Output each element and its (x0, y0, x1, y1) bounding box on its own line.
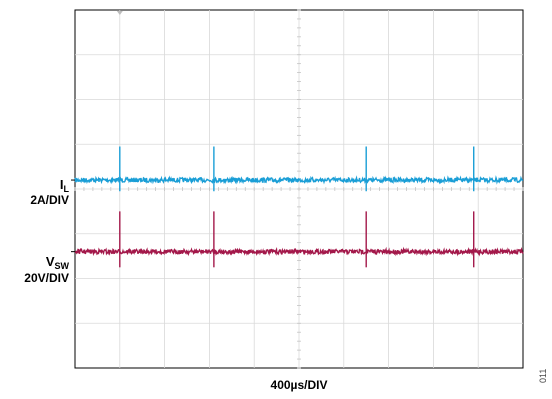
vsw-channel-label: VSW (45, 254, 69, 271)
trigger-marker (116, 11, 123, 15)
vsw-scale-label: 20V/DIV (24, 271, 69, 285)
il-channel-label: IL (59, 177, 69, 194)
figure-id: 011 (538, 368, 548, 383)
traces (71, 146, 524, 268)
x-axis-label: 400µs/DIV (270, 378, 328, 392)
grid (74, 9, 524, 369)
trace-il (74, 175, 524, 185)
trace-vsw (74, 246, 524, 257)
il-scale-label: 2A/DIV (30, 193, 69, 207)
